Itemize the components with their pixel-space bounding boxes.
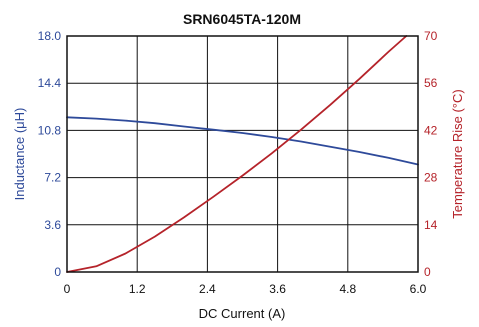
right-tick-label: 14 [424,218,438,232]
right-tick-label: 42 [424,123,438,137]
grid-lines [67,36,418,272]
chart-title: SRN6045TA-120M [183,11,301,27]
right-tick-label: 28 [424,171,438,185]
left-tick-label: 3.6 [44,218,61,232]
x-tick-label: 0 [64,282,71,296]
right-axis-ticks: 0 14 28 42 56 70 [424,29,438,279]
left-axis-ticks: 0 3.6 7.2 10.8 14.4 18.0 [38,29,62,279]
left-axis-label: Inductance (μH) [12,108,27,201]
x-tick-label: 4.8 [339,282,356,296]
left-tick-label: 0 [54,265,61,279]
x-axis-label: DC Current (A) [199,306,286,321]
left-tick-label: 18.0 [38,29,62,43]
temperature-rise-curve [66,35,408,273]
inductance-curve [66,116,419,166]
x-tick-label: 2.4 [199,282,216,296]
x-tick-label: 6.0 [410,282,427,296]
left-tick-label: 10.8 [38,123,62,137]
right-axis-label: Temperature Rise (°C) [450,89,465,218]
x-tick-label: 3.6 [269,282,286,296]
series-layer [66,35,419,273]
left-tick-label: 7.2 [44,171,61,185]
right-tick-label: 56 [424,76,438,90]
x-axis-ticks: 0 1.2 2.4 3.6 4.8 6.0 [64,282,427,296]
x-tick-label: 1.2 [129,282,146,296]
right-tick-label: 70 [424,29,438,43]
right-tick-label: 0 [424,265,431,279]
left-tick-label: 14.4 [38,76,62,90]
plot-area-frame [66,35,419,273]
